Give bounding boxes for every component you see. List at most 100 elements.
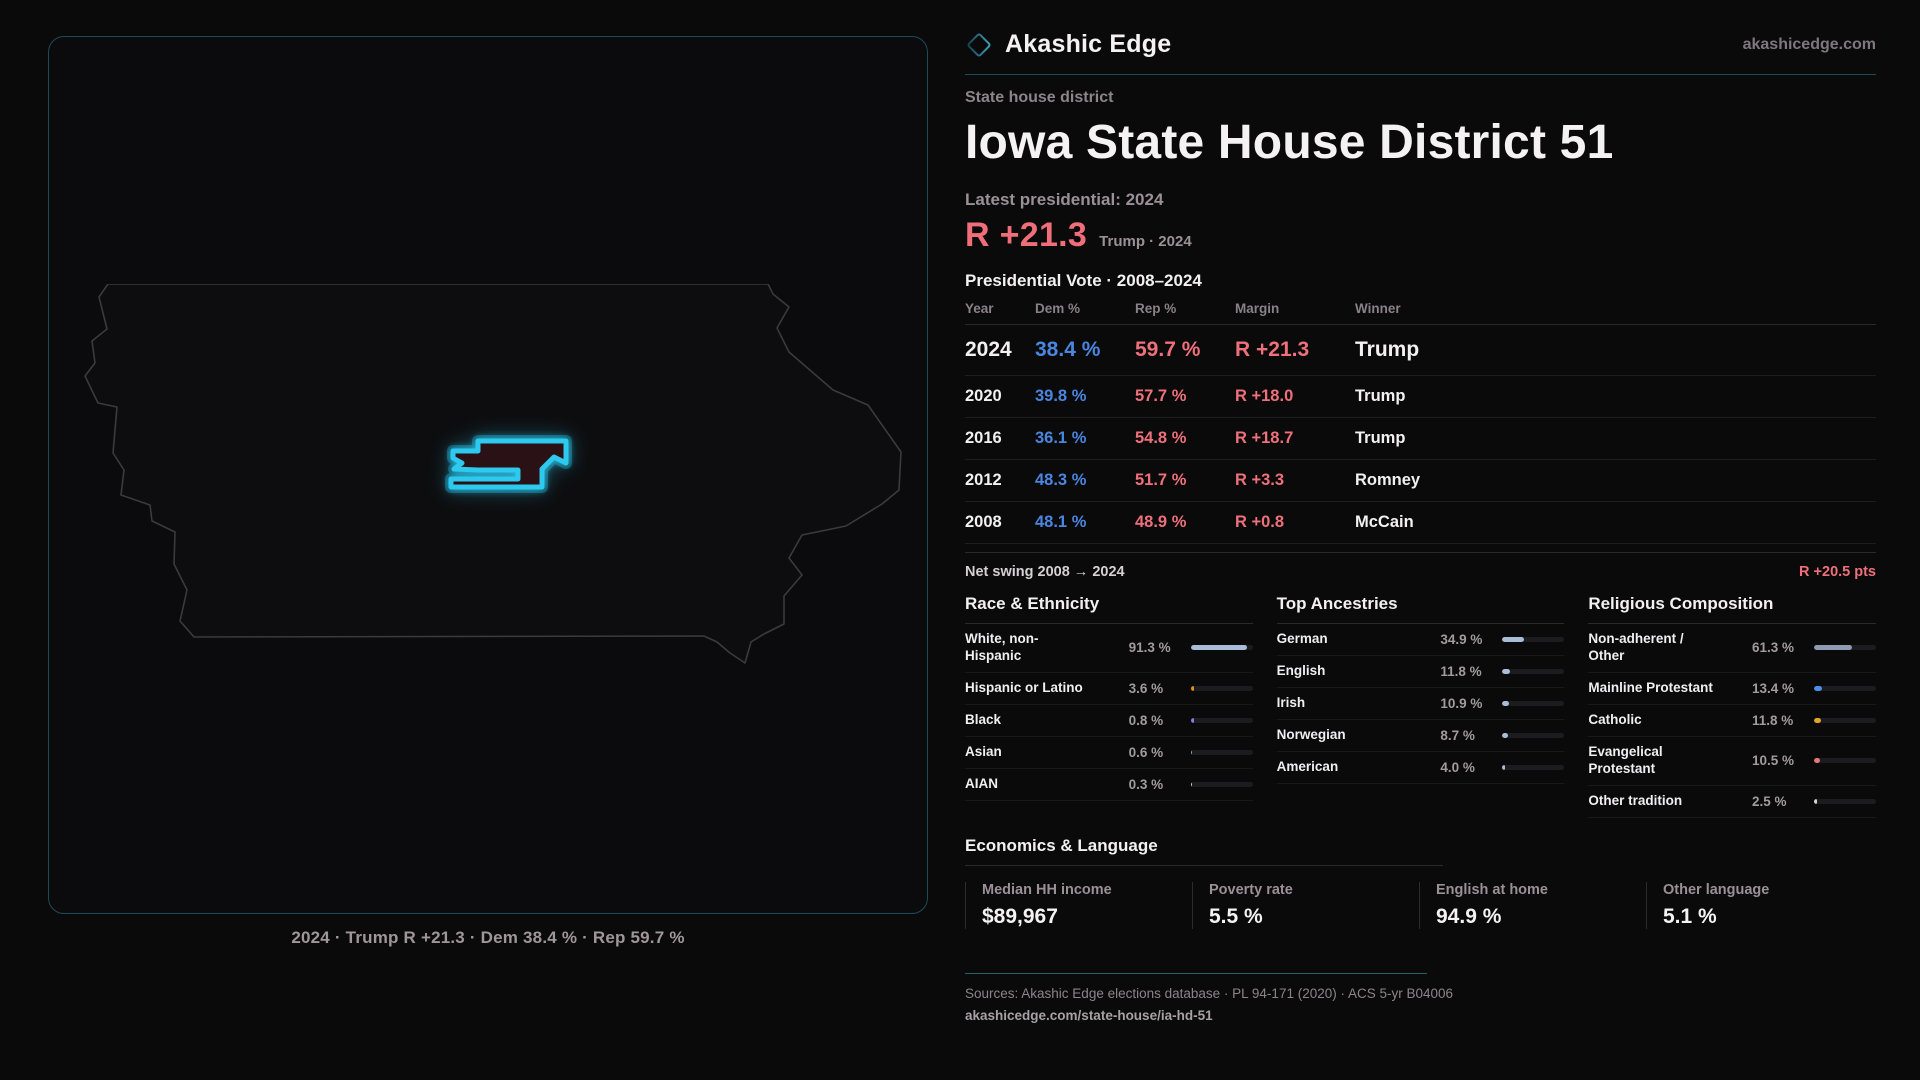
dem-cell: 38.4 % bbox=[1035, 338, 1101, 361]
year-cell: 2020 bbox=[965, 387, 1002, 405]
demo-value: 4.0 % bbox=[1440, 760, 1475, 775]
stat-value: $89,967 bbox=[982, 904, 1058, 928]
demo-row: Catholic 11.8 % bbox=[1588, 705, 1876, 737]
year-cell: 2008 bbox=[965, 513, 1002, 531]
economics-stats: Median HH income $89,967 Poverty rate 5.… bbox=[965, 881, 1876, 929]
demo-bar-fill bbox=[1813, 645, 1852, 651]
demo-label: Mainline Protestant bbox=[1588, 679, 1713, 695]
demo-bar-fill bbox=[1190, 717, 1194, 723]
diamond-icon bbox=[967, 33, 991, 56]
demo-row: Irish 10.9 % bbox=[1276, 688, 1565, 720]
race-ethnicity-column: Race & Ethnicity White, non- Hispanic 91… bbox=[965, 594, 1253, 818]
table-row-2024: 2024 38.4 % 59.7 % R +21.3 Trump bbox=[965, 325, 1876, 376]
rep-cell: 51.7 % bbox=[1135, 471, 1187, 489]
demographics-section: Race & Ethnicity White, non- Hispanic 91… bbox=[965, 594, 1876, 818]
stat-label: Poverty rate bbox=[1209, 881, 1293, 898]
net-swing-label: Net swing 2008 → 2024 bbox=[965, 564, 1125, 580]
net-swing-value: R +20.5 pts bbox=[1799, 564, 1876, 580]
stat-label: Other language bbox=[1663, 881, 1770, 898]
rep-cell: 59.7 % bbox=[1135, 338, 1201, 361]
race-ethnicity-title: Race & Ethnicity bbox=[965, 594, 1253, 624]
demo-bar-track bbox=[1502, 669, 1565, 674]
demo-value: 34.9 % bbox=[1440, 632, 1483, 647]
demo-bar-fill bbox=[1190, 685, 1194, 691]
footer-divider bbox=[965, 972, 1427, 974]
demo-row: Mainline Protestant 13.4 % bbox=[1588, 673, 1876, 705]
demo-bar-fill bbox=[1813, 798, 1817, 804]
margin-cell: R +21.3 bbox=[1235, 338, 1310, 361]
demo-label: Asian bbox=[965, 743, 1002, 759]
dem-cell: 36.1 % bbox=[1035, 429, 1087, 447]
demo-label: Evangelical Protestant bbox=[1588, 743, 1663, 776]
demo-bar-fill bbox=[1813, 685, 1823, 691]
site-domain-link[interactable]: akashicedge.com bbox=[1742, 35, 1876, 53]
demo-bar-fill bbox=[1813, 758, 1821, 764]
district-51-shape[interactable] bbox=[448, 438, 569, 490]
dem-cell: 39.8 % bbox=[1035, 387, 1087, 405]
religious-composition-column: Religious Composition Non-adherent / Oth… bbox=[1588, 594, 1876, 818]
map-panel bbox=[48, 36, 928, 914]
demo-value: 0.3 % bbox=[1128, 776, 1164, 792]
report-panel: Akashic Edge akashicedge.com State house… bbox=[965, 0, 1876, 1023]
table-row-2012: 2012 48.3 % 51.7 % R +3.3 Romney bbox=[965, 460, 1876, 502]
winner-cell: Trump bbox=[1355, 387, 1406, 405]
margin-cell: R +18.0 bbox=[1235, 387, 1294, 405]
demo-value: 2.5 % bbox=[1751, 793, 1787, 809]
headline-context: Trump · 2024 bbox=[1099, 233, 1192, 250]
year-cell: 2024 bbox=[965, 338, 1012, 361]
stat-value: 5.5 % bbox=[1209, 904, 1263, 928]
demo-row: Norwegian 8.7 % bbox=[1276, 720, 1565, 752]
demo-label: Black bbox=[965, 711, 1002, 727]
winner-cell: Trump bbox=[1355, 429, 1406, 447]
col-rep: Rep % bbox=[1135, 301, 1177, 316]
table-row-2008: 2008 48.1 % 48.9 % R +0.8 McCain bbox=[965, 502, 1876, 544]
demo-label: AIAN bbox=[965, 775, 998, 791]
top-ancestries-column: Top Ancestries German 34.9 % English 11.… bbox=[1276, 594, 1565, 818]
demo-value: 0.8 % bbox=[1128, 712, 1164, 728]
sources-line: Sources: Akashic Edge elections database… bbox=[965, 985, 1454, 1001]
col-margin: Margin bbox=[1235, 301, 1280, 316]
rep-cell: 48.9 % bbox=[1135, 513, 1187, 531]
demo-row: Asian 0.6 % bbox=[965, 737, 1253, 769]
demo-bar-track bbox=[1190, 645, 1253, 651]
demo-label: Hispanic or Latino bbox=[965, 679, 1083, 695]
demo-row: English 11.8 % bbox=[1276, 656, 1565, 688]
top-ancestries-title: Top Ancestries bbox=[1276, 594, 1565, 624]
demo-value: 13.4 % bbox=[1751, 680, 1795, 696]
demo-row: Evangelical Protestant 10.5 % bbox=[1588, 737, 1876, 786]
table-row-2016: 2016 36.1 % 54.8 % R +18.7 Trump bbox=[965, 418, 1876, 460]
headline-margin: R +21.3 bbox=[965, 216, 1088, 254]
brand-name: Akashic Edge bbox=[1005, 30, 1172, 58]
report-header: Akashic Edge akashicedge.com bbox=[965, 0, 1876, 59]
vote-table-title: Presidential Vote · 2008–2024 bbox=[965, 271, 1202, 290]
demo-row: White, non- Hispanic 91.3 % bbox=[965, 624, 1253, 673]
dem-cell: 48.3 % bbox=[1035, 471, 1087, 489]
demo-bar-fill bbox=[1502, 669, 1510, 674]
winner-cell: McCain bbox=[1355, 513, 1414, 531]
dem-cell: 48.1 % bbox=[1035, 513, 1087, 531]
demo-row: Non-adherent / Other 61.3 % bbox=[1588, 624, 1876, 673]
demo-label: White, non- Hispanic bbox=[965, 631, 1039, 663]
footer: Sources: Akashic Edge elections database… bbox=[965, 972, 1876, 1023]
economics-section: Economics & Language Median HH income $8… bbox=[965, 836, 1876, 929]
latest-presidential-label: Latest presidential: 2024 bbox=[965, 190, 1164, 209]
col-year: Year bbox=[965, 301, 994, 316]
economics-title: Economics & Language bbox=[965, 835, 1158, 855]
demo-bar-track bbox=[1813, 798, 1876, 804]
margin-cell: R +3.3 bbox=[1235, 471, 1285, 489]
stat-english-at-home: English at home 94.9 % bbox=[1419, 881, 1646, 929]
demo-label: Non-adherent / Other bbox=[1588, 631, 1684, 663]
permalink[interactable]: akashicedge.com/state-house/ia-hd-51 bbox=[965, 1007, 1213, 1023]
demo-bar-track bbox=[1502, 701, 1565, 706]
demo-value: 61.3 % bbox=[1751, 640, 1795, 656]
vote-table: Year Dem % Rep % Margin Winner 2024 38.4… bbox=[965, 301, 1876, 544]
demo-bar-track bbox=[1813, 717, 1876, 723]
margin-cell: R +0.8 bbox=[1235, 513, 1285, 531]
demo-value: 0.6 % bbox=[1128, 744, 1164, 760]
year-cell: 2016 bbox=[965, 429, 1002, 447]
demo-row: Black 0.8 % bbox=[965, 705, 1253, 737]
demo-bar-track bbox=[1502, 765, 1565, 770]
demo-label: German bbox=[1276, 631, 1328, 647]
demo-bar-fill bbox=[1502, 765, 1506, 770]
iowa-map bbox=[84, 284, 902, 664]
